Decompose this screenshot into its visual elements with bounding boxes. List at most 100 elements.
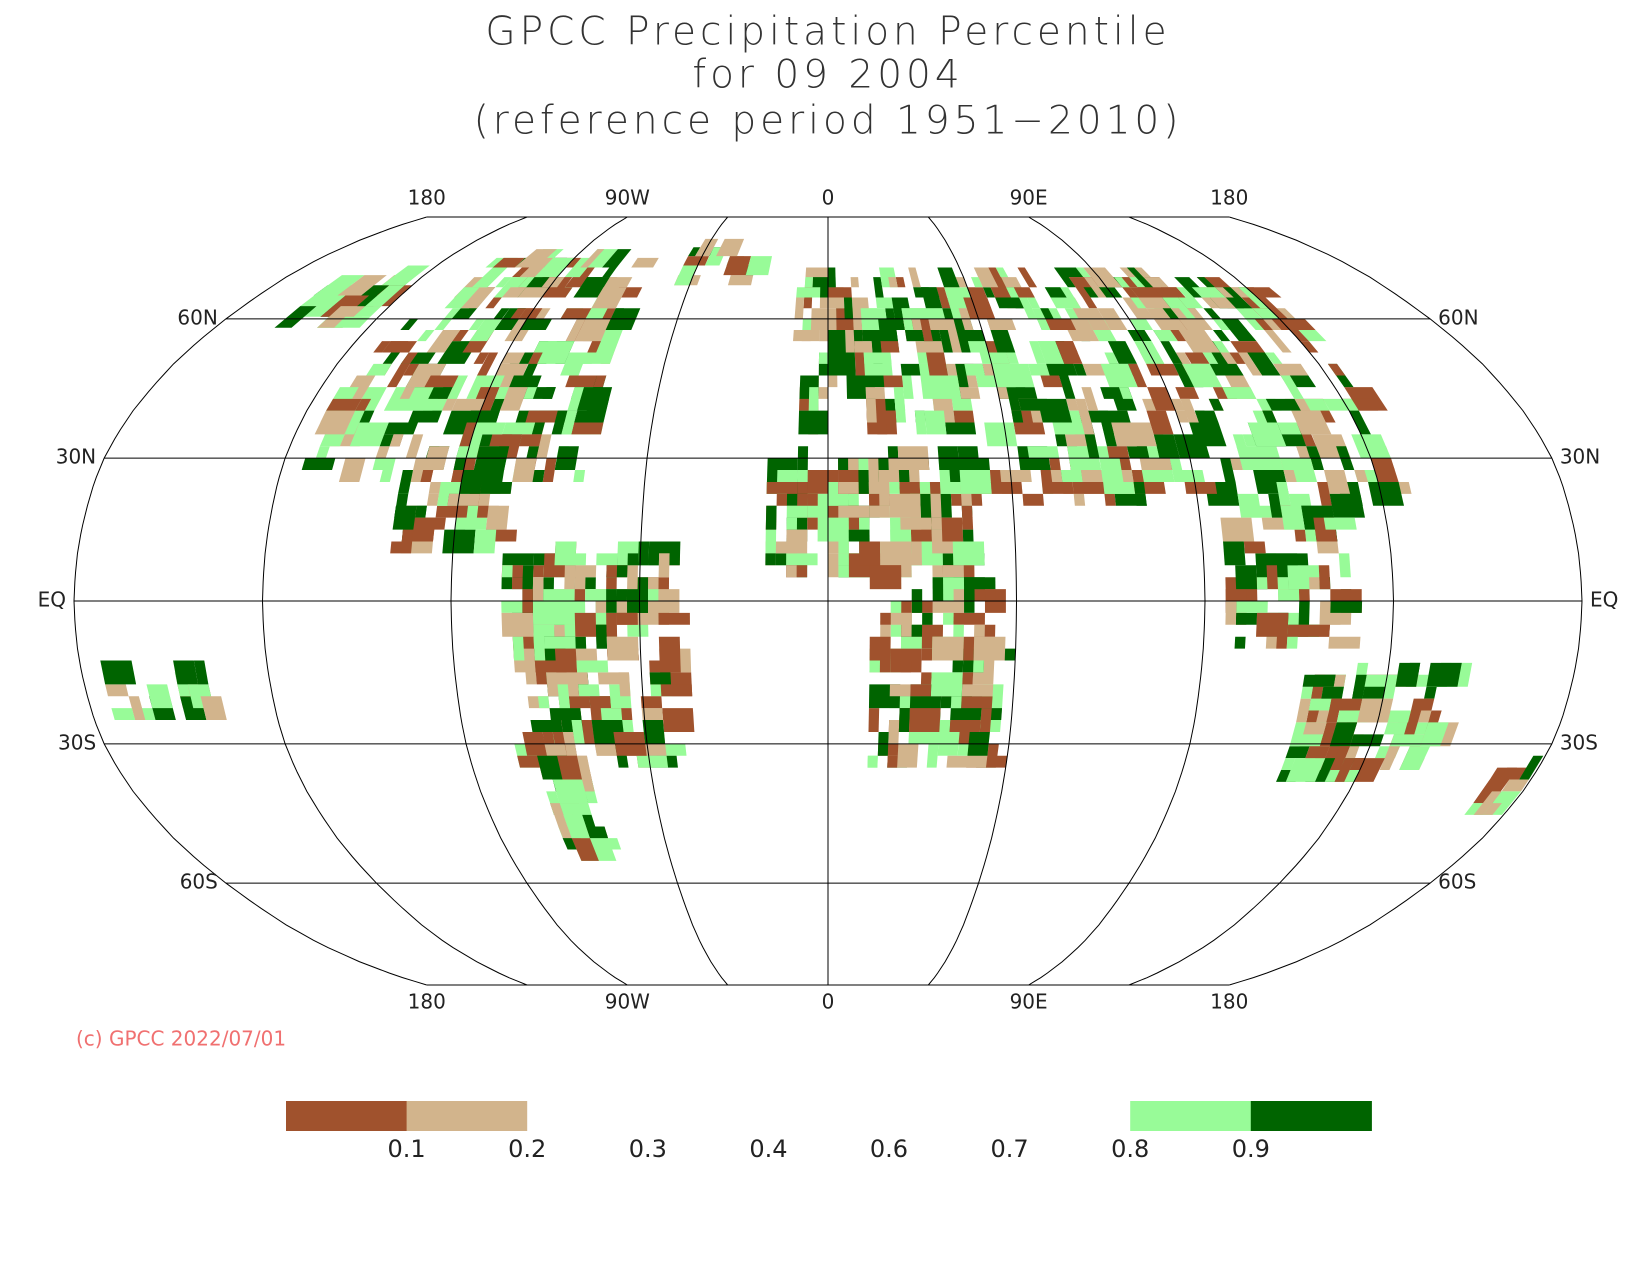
precip-cell: [1297, 624, 1330, 637]
precip-cell: [468, 318, 486, 330]
precip-cell: [574, 565, 597, 578]
precip-cell: [1209, 363, 1235, 376]
precip-cell: [1236, 601, 1268, 613]
precip-cell: [674, 265, 698, 286]
precip-cell: [900, 505, 911, 518]
lon-label: 180: [1210, 186, 1248, 210]
precip-cell: [520, 318, 553, 330]
precip-cell: [952, 541, 985, 566]
precip-cell: [1209, 297, 1236, 309]
precip-cell: [1426, 662, 1462, 687]
precip-cell: [843, 297, 854, 319]
legend-swatch: [286, 1101, 408, 1131]
precip-cell: [878, 481, 890, 506]
precip-cell: [1387, 710, 1411, 723]
precip-cell: [146, 684, 173, 709]
precip-cell: [459, 470, 484, 494]
legend-swatch: [1009, 1101, 1131, 1131]
precip-cell: [1230, 341, 1265, 353]
precip-cell: [838, 505, 870, 518]
precip-cell: [913, 287, 932, 298]
precip-cell: [594, 743, 617, 756]
precip-cell: [777, 470, 798, 482]
precip-cell: [471, 267, 508, 288]
precip-cell: [588, 318, 611, 330]
precip-cell: [1121, 277, 1138, 288]
precip-cell: [642, 720, 666, 744]
precip-cell: [786, 529, 808, 554]
precip-cell: [1100, 363, 1138, 388]
precip-cell: [979, 352, 1010, 364]
precip-cell: [530, 720, 563, 732]
precip-cell: [1277, 589, 1300, 601]
precip-cell: [973, 660, 984, 673]
precip-cell: [1184, 481, 1218, 494]
precip-cell: [472, 422, 506, 435]
precip-cell: [585, 826, 609, 839]
precip-cell: [1238, 287, 1269, 309]
precip-cell: [1302, 674, 1336, 687]
precip-cell: [883, 375, 904, 388]
precip-cell: [580, 277, 610, 288]
precip-cell: [1114, 493, 1147, 506]
precip-cell: [876, 410, 897, 423]
precip-cell: [565, 375, 598, 388]
precip-cell: [600, 708, 623, 721]
precip-cell: [301, 458, 336, 471]
precip-cell: [879, 541, 912, 566]
precip-cell: [512, 636, 525, 661]
precip-cell: [392, 505, 417, 530]
precip-cell: [105, 684, 129, 697]
precip-cell: [1173, 434, 1211, 459]
precip-cell: [533, 565, 545, 578]
precip-cell: [1220, 458, 1236, 482]
precip-cell: [888, 277, 898, 288]
precip-cell: [453, 458, 467, 471]
precip-cell: [1310, 686, 1324, 699]
precip-cell: [1153, 329, 1178, 342]
precip-cell: [962, 660, 974, 673]
precip-cell: [908, 731, 940, 744]
precip-cell: [495, 277, 512, 288]
precip-cell: [648, 577, 659, 590]
precip-cell: [537, 696, 550, 709]
precip-cell: [1027, 363, 1050, 376]
lat-label: 30N: [56, 445, 96, 469]
precip-cell: [1101, 422, 1117, 447]
lon-label: 180: [408, 990, 446, 1014]
precip-cell: [716, 238, 745, 257]
precip-cell: [591, 287, 627, 309]
precip-cell: [1175, 387, 1200, 399]
precip-cell: [1040, 308, 1054, 319]
lat-label: 60S: [1438, 870, 1476, 894]
precip-cell: [1040, 375, 1063, 388]
precip-cell: [869, 505, 890, 518]
precip-cell: [494, 387, 509, 399]
precip-cell: [1184, 352, 1210, 364]
precip-cell: [917, 308, 946, 319]
precip-cell: [930, 672, 963, 697]
precip-cell: [924, 410, 947, 435]
precip-cell: [807, 517, 818, 530]
precip-cell: [854, 341, 873, 353]
precip-cell: [961, 505, 974, 530]
precip-cell: [303, 295, 346, 317]
precip-cell: [317, 306, 366, 328]
precip-cell: [1238, 352, 1263, 376]
precip-cell: [1256, 565, 1268, 578]
precip-cell: [804, 277, 813, 288]
precip-cell: [1329, 698, 1363, 711]
precip-cell: [766, 481, 798, 494]
precip-cell: [1138, 297, 1171, 309]
precip-cell: [1172, 470, 1206, 482]
precip-cell: [953, 589, 965, 601]
precip-cell: [1323, 517, 1357, 530]
precip-cell: [808, 387, 819, 411]
precip-cell: [898, 708, 910, 732]
precip-cell: [1298, 329, 1327, 342]
precip-cell: [973, 636, 1006, 661]
precip-cell: [502, 422, 536, 435]
precip-cell: [828, 352, 856, 376]
precip-cell: [1285, 758, 1326, 782]
precip-cell: [900, 660, 912, 673]
